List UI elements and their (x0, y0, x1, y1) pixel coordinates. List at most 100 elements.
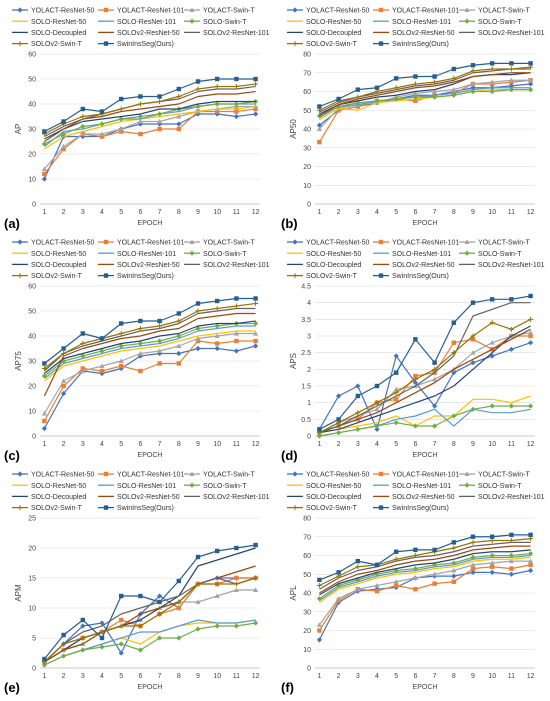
data-point (470, 350, 476, 355)
y-tick-label: 20 (28, 546, 36, 553)
legend-entry: SOLO-Swin-T (459, 250, 522, 258)
series-line (44, 320, 256, 374)
series-line (319, 395, 531, 434)
data-point (176, 333, 182, 339)
data-point (138, 368, 143, 374)
data-point (61, 653, 67, 659)
x-tick-label: 5 (119, 673, 123, 680)
legend-marker (189, 471, 195, 476)
x-tick-label: 2 (62, 441, 66, 448)
legend-entry: YOLACT-ResNet-50 (12, 239, 95, 247)
chart-panel: (e) YOLACT-ResNet-50 YOLACT-ResNet-101 YOLA… (4, 471, 270, 695)
data-point (489, 320, 495, 326)
x-tick-label: 10 (488, 673, 496, 680)
data-point (42, 361, 47, 366)
data-point (489, 552, 495, 559)
data-point (374, 98, 380, 104)
data-point (432, 88, 438, 94)
data-point (451, 540, 456, 545)
series (43, 577, 256, 663)
y-tick-label: 0 (32, 434, 36, 441)
legend-label: YOLACT-ResNet-50 (31, 8, 95, 15)
data-point (80, 123, 86, 130)
data-point (41, 662, 47, 668)
y-tick-label: 30 (28, 359, 36, 366)
x-tick-label: 11 (233, 673, 240, 680)
legend-label: YOLACT-ResNet-101 (117, 240, 184, 247)
y-tick-label: 3.5 (301, 317, 311, 324)
legend-label: SOLOv2-ResNet-50 (392, 262, 455, 269)
data-point (42, 418, 47, 424)
legend-entry: SOLOv2-Swin-T (287, 505, 358, 512)
x-tick-label: 2 (337, 673, 341, 680)
data-point (215, 548, 220, 554)
legend-entry: SOLO-Swin-T (459, 18, 522, 26)
data-point (508, 77, 514, 83)
data-point (412, 553, 418, 558)
legend-label: SOLOv2-Swin-T (306, 273, 358, 280)
data-point (355, 410, 361, 416)
series (44, 320, 256, 374)
y-tick-label: 1 (307, 400, 311, 407)
data-point (176, 311, 181, 316)
legend-label: SOLO-ResNet-50 (31, 483, 86, 490)
series (319, 325, 531, 434)
data-point (253, 620, 259, 626)
data-point (412, 90, 418, 96)
legend-entry: SOLOv2-ResNet-50 (373, 30, 455, 37)
data-point (195, 626, 201, 632)
series-line (43, 340, 256, 422)
y-tick-label: 15 (28, 576, 36, 583)
legend-entry: SOLO-Swin-T (184, 482, 247, 490)
data-point (41, 410, 47, 416)
x-tick-label: 7 (433, 441, 437, 448)
legend-entry: SOLOv2-ResNet-101 (184, 262, 270, 269)
legend-entry: SOLO-ResNet-50 (287, 19, 361, 26)
series-line (319, 541, 531, 590)
legend-label: SOLO-Decoupled (306, 262, 361, 269)
legend-entry: SOLOv2-ResNet-50 (98, 494, 180, 501)
data-point (470, 562, 476, 567)
x-tick-label: 8 (177, 673, 181, 680)
data-point (157, 94, 162, 99)
legend-entry: SOLOv2-ResNet-101 (459, 262, 545, 269)
panel-letter: (b) (281, 216, 298, 231)
series (41, 620, 259, 668)
data-point (432, 94, 438, 100)
data-point (80, 341, 86, 346)
data-point (157, 99, 163, 104)
data-point (528, 532, 533, 538)
legend-entry: SOLO-ResNet-101 (98, 251, 176, 258)
legend-marker (464, 482, 470, 488)
series (319, 556, 531, 603)
x-tick-label: 11 (233, 209, 240, 216)
data-point (528, 316, 534, 322)
data-point (214, 593, 220, 598)
y-tick-label: 80 (303, 516, 311, 523)
y-tick-label: 0.5 (301, 417, 311, 424)
data-point (61, 358, 67, 364)
y-tick-label: 20 (303, 164, 311, 171)
data-point (336, 417, 341, 422)
legend-entry: SOLOv2-Swin-T (287, 41, 358, 48)
x-tick-label: 3 (356, 441, 360, 448)
legend-entry: SOLOv2-ResNet-50 (98, 262, 180, 269)
series-line (318, 569, 531, 641)
series (317, 293, 533, 432)
series-line (44, 100, 256, 145)
data-point (176, 599, 182, 605)
data-point (253, 587, 259, 592)
x-tick-label: 4 (375, 673, 379, 680)
data-point (508, 558, 514, 564)
data-point (99, 336, 105, 341)
data-point (355, 94, 361, 100)
legend-label: SOLOv2-Swin-T (31, 41, 83, 48)
legend-entry: YOLACT-Swin-T (184, 471, 255, 479)
data-point (233, 113, 239, 120)
data-point (528, 340, 534, 346)
x-tick-label: 7 (433, 209, 437, 216)
data-point (528, 61, 533, 66)
series-line (319, 87, 531, 119)
data-point (138, 318, 143, 324)
data-point (137, 350, 143, 356)
